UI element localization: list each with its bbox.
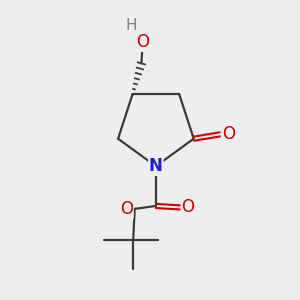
Text: H: H [126, 19, 137, 34]
Text: O: O [120, 200, 133, 218]
Text: O: O [222, 125, 235, 143]
Text: O: O [136, 33, 149, 51]
Text: N: N [149, 157, 163, 175]
Text: O: O [182, 198, 194, 216]
